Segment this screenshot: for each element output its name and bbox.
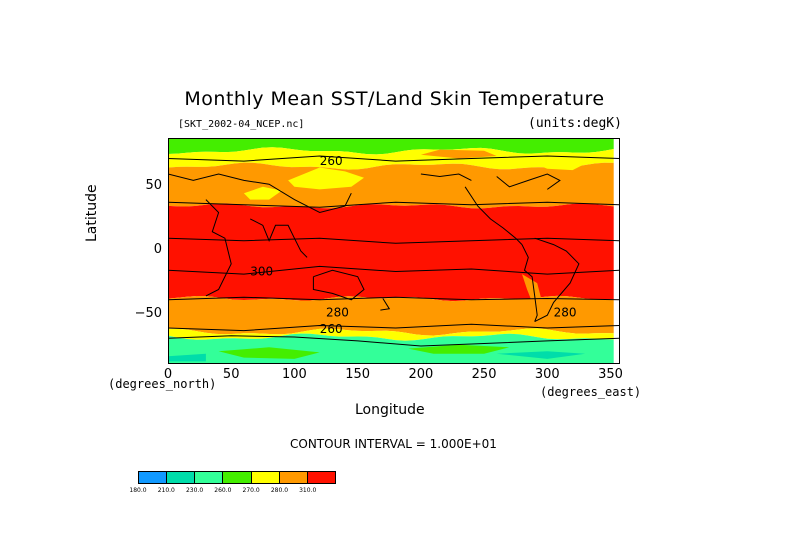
contour-line <box>249 218 308 258</box>
contour-line <box>205 199 232 297</box>
x-tick-label: 100 <box>282 367 307 382</box>
contour-label: 280 <box>326 306 349 320</box>
x-tick-label: 350 <box>598 367 623 382</box>
temperature-band <box>168 203 614 302</box>
colorbar-label: 260.0 <box>214 487 232 494</box>
x-axis-label: Longitude <box>355 402 425 418</box>
contour-line <box>496 173 561 190</box>
colorbar <box>138 471 336 484</box>
temperature-band <box>168 328 614 341</box>
contour-label: 260 <box>320 322 343 336</box>
contour-line <box>168 335 620 347</box>
temperature-patch <box>534 158 586 171</box>
contour-label: 260 <box>320 154 343 168</box>
colorbar-swatch <box>167 472 196 483</box>
contour-labels: 260 300 280 260 280 <box>250 154 576 336</box>
contour-line <box>168 296 620 301</box>
x-tick-label: 300 <box>534 367 560 382</box>
contour-line <box>534 237 580 323</box>
temperature-band <box>168 138 614 155</box>
contour-line <box>168 323 620 332</box>
units-label: (units:degK) <box>528 116 622 131</box>
contour-line <box>168 265 620 275</box>
x-tick-label: 150 <box>345 367 371 382</box>
contour-line <box>312 269 365 301</box>
colorbar-label: 270.0 <box>242 487 260 494</box>
temperature-patch <box>420 149 497 159</box>
colorbar-label: 280.0 <box>270 487 289 494</box>
temperature-patch <box>218 347 320 359</box>
contour-interval: CONTOUR INTERVAL = 1.000E+01 <box>290 437 497 451</box>
colorbar-swatch <box>307 472 335 483</box>
contour-line <box>380 298 391 311</box>
x-tick-label: 200 <box>408 367 434 382</box>
y-tick-label: 0 <box>153 242 162 257</box>
colorbar-label: 230.0 <box>185 487 204 494</box>
temperature-band <box>168 162 614 209</box>
colorbar-swatch <box>195 472 224 483</box>
colorbar-swatch <box>139 472 168 483</box>
contour-line <box>168 155 620 162</box>
x-tick-label: 50 <box>222 367 240 382</box>
colorbar-label: 310.0 <box>299 487 317 494</box>
x-tick-label: 250 <box>471 367 497 382</box>
temperature-patch <box>408 344 510 354</box>
temperature-patch <box>288 167 364 190</box>
map-features <box>168 155 620 347</box>
contour-label: 300 <box>250 264 273 278</box>
colorbar-label: 210.0 <box>157 487 175 494</box>
temperature-map: 260 300 280 260 280 <box>168 138 620 364</box>
contour-label: 280 <box>554 306 577 320</box>
temperature-patch <box>168 353 206 362</box>
x-tick-label: 0 <box>163 367 173 382</box>
map-title: Monthly Mean SST/Land Skin Temperature <box>184 88 605 110</box>
colorbar-swatch <box>251 472 280 483</box>
dataset-name: [SKT_2002-04_NCEP.nc] <box>178 119 305 130</box>
contour-line <box>521 244 538 322</box>
temperature-patch <box>522 274 543 309</box>
colorbar-swatch <box>223 472 252 483</box>
contour-line <box>168 237 620 244</box>
temperature-patch <box>547 140 611 149</box>
temperature-patch <box>243 186 282 200</box>
temperature-band <box>168 147 614 170</box>
contour-line <box>168 201 620 208</box>
contour-line <box>420 173 472 181</box>
y-unit-label: (degrees_north) <box>108 377 217 391</box>
x-unit-label: (degrees_east) <box>540 385 642 399</box>
contour-line <box>168 173 352 214</box>
colorbar-swatch <box>279 472 308 483</box>
y-tick-label: 50 <box>145 177 162 193</box>
map-frame <box>168 138 620 364</box>
y-axis-label: Latitude <box>84 184 100 242</box>
colorbar-label: 180.0 <box>129 487 147 494</box>
temperature-patch <box>496 351 586 359</box>
y-tick-label: −50 <box>134 306 162 322</box>
